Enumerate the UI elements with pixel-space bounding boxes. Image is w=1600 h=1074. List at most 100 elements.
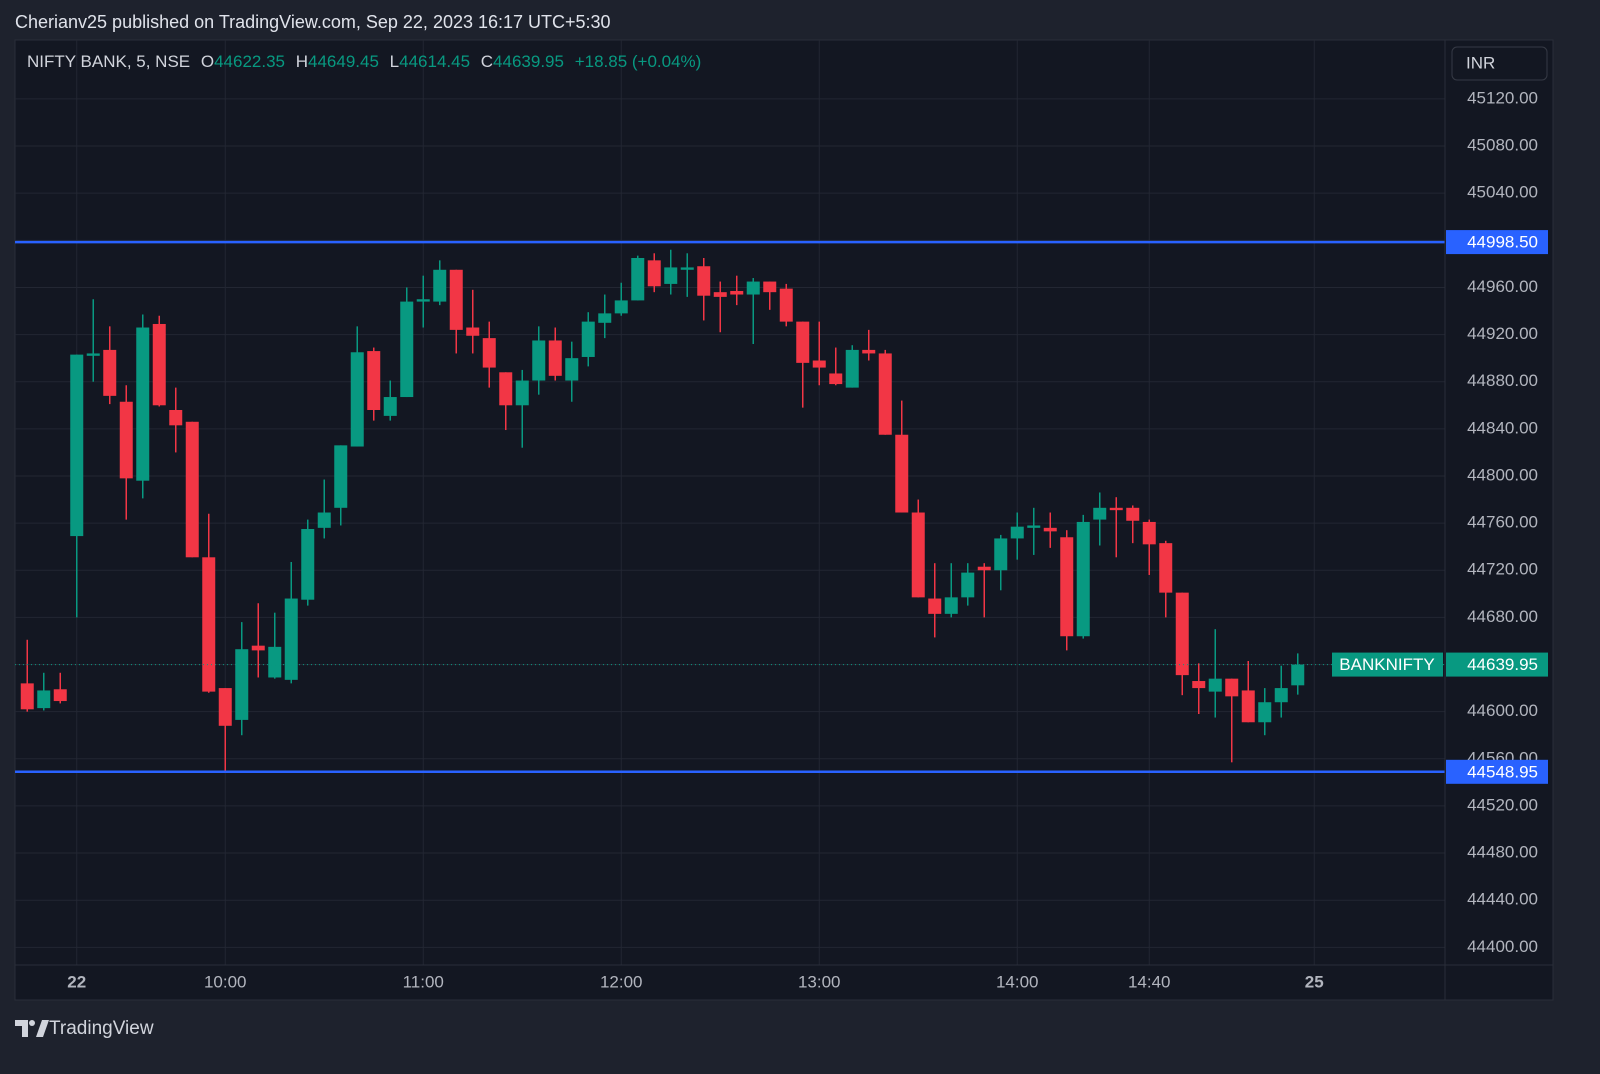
y-tick-label: 44600.00 — [1467, 701, 1538, 720]
logo-mark — [15, 1020, 28, 1037]
candle-body — [1076, 521, 1090, 637]
candle-body — [697, 266, 711, 296]
candle-body — [37, 690, 51, 709]
last-price-label: 44639.95 — [1467, 655, 1538, 674]
candle-body — [878, 353, 892, 435]
candle-body — [251, 645, 265, 651]
candle-body — [664, 267, 678, 284]
candle-body — [994, 538, 1008, 571]
currency-button[interactable] — [1451, 46, 1548, 81]
candle-body — [961, 572, 975, 598]
candle-body — [1225, 678, 1239, 697]
candle-body — [449, 269, 463, 330]
candle-body — [829, 373, 843, 385]
candle-body — [202, 557, 216, 692]
x-tick-label: 10:00 — [204, 972, 247, 991]
candle-body — [977, 566, 991, 571]
y-tick-label: 44800.00 — [1467, 465, 1538, 484]
ohlc-letter: O — [201, 52, 214, 71]
ohlc-letter: C — [481, 52, 493, 71]
horizontal-line-label-box — [1446, 230, 1548, 255]
candle-body — [1060, 537, 1074, 637]
candle-body — [614, 300, 628, 314]
candle-body — [862, 349, 876, 354]
candle-body — [1027, 525, 1041, 528]
symbol-label-box — [1332, 652, 1443, 677]
candle-body — [350, 352, 364, 447]
ohlc-value: 44649.45 — [308, 52, 379, 71]
marks — [20, 249, 1305, 772]
candle-body — [1241, 690, 1255, 723]
candle-body — [796, 321, 810, 363]
legend: NIFTY BANK, 5, NSE O44622.35 H44649.45 L… — [27, 52, 701, 71]
y-tick-label: 44880.00 — [1467, 371, 1538, 390]
x-tick-label: 14:00 — [996, 972, 1039, 991]
candle-body — [185, 421, 199, 558]
y-tick-label: 45040.00 — [1467, 183, 1538, 202]
candle-body — [1291, 664, 1305, 686]
horizontal-line-label-box — [1446, 759, 1548, 784]
horizontal-line-label: 44548.95 — [1467, 762, 1538, 781]
overlay: 44400.0044440.0044480.0044520.0044560.00… — [15, 88, 1548, 991]
symbol: NIFTY BANK, 5, NSE — [27, 52, 190, 71]
ohlc-value: 44622.35 — [214, 52, 285, 71]
candle-body — [1208, 678, 1222, 692]
x-tick-label: 12:00 — [600, 972, 643, 991]
candle-body — [565, 358, 579, 381]
candle-body — [845, 349, 859, 388]
candle-body — [812, 360, 826, 368]
candle-body — [763, 281, 777, 293]
candle-body — [86, 353, 100, 356]
candle-body — [103, 349, 117, 396]
y-tick-label: 44920.00 — [1467, 324, 1538, 343]
candle-body — [944, 597, 958, 614]
candle-body — [680, 267, 694, 270]
x-tick-label: 14:40 — [1128, 972, 1171, 991]
y-tick-label: 44960.00 — [1467, 277, 1538, 296]
candle-body — [631, 257, 645, 301]
currency-label[interactable]: INR — [1466, 53, 1495, 72]
candle-body — [466, 327, 480, 336]
candle-body — [532, 340, 546, 381]
candle-body — [1274, 688, 1288, 703]
candle-body — [713, 292, 727, 297]
footer-logo — [15, 1020, 49, 1037]
candle-body — [647, 260, 661, 287]
y-tick-label: 44760.00 — [1467, 513, 1538, 532]
symbol-label: BANKNIFTY — [1339, 655, 1434, 674]
grid — [15, 40, 1445, 965]
y-tick-label: 44480.00 — [1467, 843, 1538, 862]
candle-body — [383, 397, 397, 416]
ohlc-letter: H — [296, 52, 308, 71]
footer-brand: TradingView — [49, 1018, 154, 1039]
candle-body — [70, 354, 84, 537]
candle-body — [499, 372, 513, 406]
candle-body — [1142, 521, 1156, 545]
candle-body — [1093, 507, 1107, 520]
candle-body — [548, 340, 562, 376]
candle-body — [53, 689, 67, 702]
y-tick-label: 44680.00 — [1467, 607, 1538, 626]
y-tick-label: 44400.00 — [1467, 937, 1538, 956]
horizontal-line-label: 44998.50 — [1467, 233, 1538, 252]
candle-body — [152, 323, 166, 406]
ohlc-value: 44614.45 — [399, 52, 470, 71]
candle-body — [136, 327, 150, 481]
candle-body — [400, 301, 414, 398]
candle-body — [268, 646, 282, 678]
candle-body — [1043, 527, 1057, 532]
logo-mark — [36, 1020, 49, 1037]
candle-body — [581, 321, 595, 357]
candle-body — [1109, 507, 1123, 511]
candle-body — [317, 512, 331, 528]
candle-body — [433, 269, 447, 302]
candle-body — [928, 598, 942, 614]
candle-body — [367, 351, 381, 410]
logo-dot — [29, 1020, 35, 1026]
candle-body — [284, 598, 298, 680]
candle-body — [218, 688, 232, 726]
candle-body — [416, 299, 430, 302]
candle-body — [235, 649, 249, 720]
candle-body — [301, 529, 315, 600]
candle-body — [334, 445, 348, 508]
